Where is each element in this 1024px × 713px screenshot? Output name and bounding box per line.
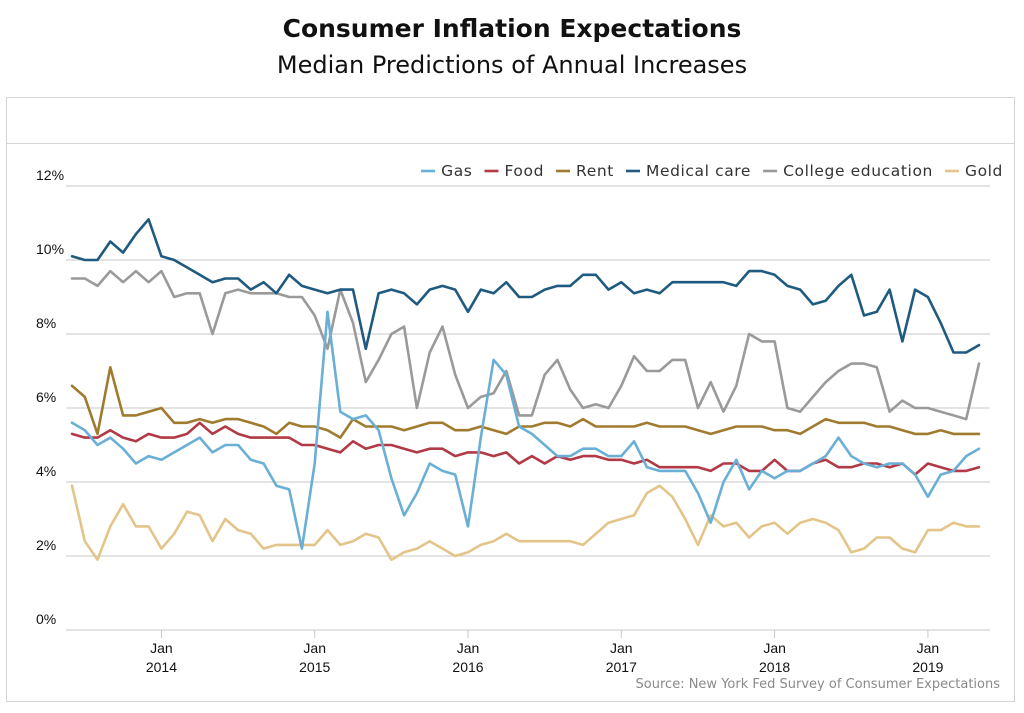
- x-tick-label-month: Jan: [917, 640, 940, 656]
- legend-label: Gas: [441, 162, 472, 180]
- y-tick-label: 4%: [36, 463, 56, 479]
- chart-frame: [6, 97, 1015, 702]
- y-tick-label: 6%: [36, 389, 56, 405]
- series-line-medical-care: [70, 218, 981, 354]
- series-lines: [70, 218, 981, 562]
- x-tick-label-month: Jan: [610, 640, 633, 656]
- legend-label: College education: [783, 162, 933, 180]
- chart-frame-divider: [6, 143, 1015, 144]
- series-line-gold: [70, 484, 981, 562]
- x-tick-label-year: 2014: [146, 659, 177, 675]
- legend-label: Food: [504, 162, 544, 180]
- y-axis-ticks: 0% 2% 4% 6% 8% 10% 12%: [36, 167, 64, 627]
- series-line-gas: [70, 310, 981, 550]
- chart-subtitle: Median Predictions of Annual Increases: [276, 51, 748, 79]
- series-line-college-education: [70, 269, 981, 421]
- y-tick-label: 0%: [36, 611, 56, 627]
- y-tick-label: 8%: [36, 315, 56, 331]
- legend-label: Medical care: [646, 162, 751, 180]
- x-tick-label-year: 2017: [606, 659, 637, 675]
- x-tick-label-year: 2016: [452, 659, 483, 675]
- y-tick-label: 12%: [36, 167, 64, 183]
- legend-label: Gold: [965, 162, 1003, 180]
- series-line-rent: [70, 365, 981, 439]
- x-tick-label-month: Jan: [457, 640, 480, 656]
- x-axis-ticks: Jan 2014 Jan 2015 Jan 2016 Jan 2017 Jan 2018 Jan 20…: [146, 630, 944, 675]
- x-tick-label-year: 2015: [299, 659, 330, 675]
- x-tick-label-year: 2019: [912, 659, 943, 675]
- legend[interactable]: Gas Food Rent Medical care College education…: [421, 162, 1003, 180]
- chart-title: Consumer Inflation Expectations: [282, 14, 742, 43]
- x-tick-label-month: Jan: [303, 640, 326, 656]
- source-note: Source: New York Fed Survey of Consumer …: [635, 677, 1000, 692]
- legend-label: Rent: [576, 162, 614, 180]
- y-tick-label: 2%: [36, 537, 56, 553]
- x-tick-label-year: 2018: [759, 659, 790, 675]
- y-tick-label: 10%: [36, 241, 64, 257]
- x-tick-label-month: Jan: [150, 640, 173, 656]
- y-grid: [66, 185, 990, 631]
- x-tick-label-month: Jan: [763, 640, 786, 656]
- series-line-food: [70, 421, 981, 476]
